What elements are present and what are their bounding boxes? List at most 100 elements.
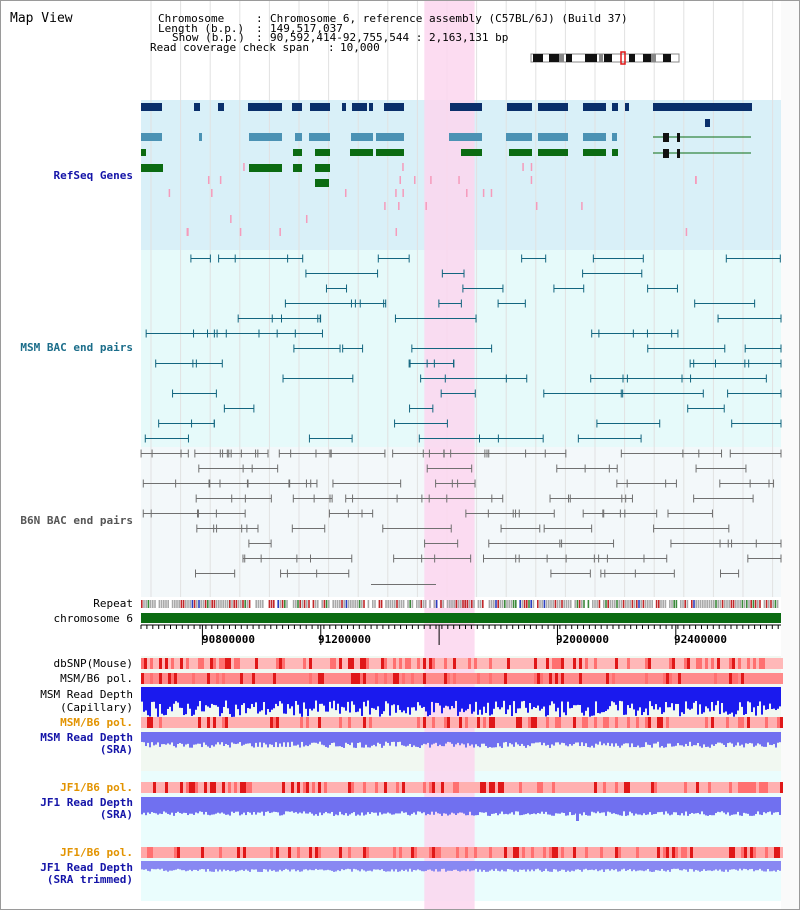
msm-sra-depth-bar [405, 732, 407, 747]
jf1-trimmed-depth-bar [243, 861, 245, 871]
msm-capillary-depth-bar [691, 687, 693, 709]
jf1-trimmed-depth-bar [525, 861, 527, 872]
polymorphism-mark [153, 782, 156, 793]
jf1-trimmed-depth-bar [769, 861, 771, 872]
polymorphism-mark [351, 847, 354, 858]
polymorphism-mark [354, 658, 357, 669]
polymorphism-mark [348, 658, 351, 669]
polymorphism-mark [141, 782, 144, 793]
jf1-sra-depth-bar [291, 797, 293, 812]
jf1-trimmed-depth-bar [557, 861, 559, 872]
jf1-trimmed-depth-bar [217, 861, 219, 872]
jf1-sra-depth-bar [241, 797, 243, 815]
jf1-sra-depth-bar [673, 797, 675, 813]
jf1-sra-depth-bar [187, 797, 189, 816]
jf1-trimmed-depth-bar [597, 861, 599, 872]
msm-sra-depth-bar [461, 732, 463, 744]
jf1-sra-depth-bar [539, 797, 541, 814]
msm-sra-depth-bar [167, 732, 169, 744]
jf1-trimmed-depth-bar [279, 861, 281, 870]
polymorphism-mark [414, 673, 417, 684]
jf1-sra-depth-bar [167, 797, 169, 814]
repeat-mark [413, 600, 416, 608]
repeat-mark [284, 600, 286, 608]
repeat-mark [530, 600, 532, 608]
track-label-msm-bac[interactable]: MSM BAC end pairs [20, 341, 133, 354]
axis-tick-label: 92000000 [556, 633, 609, 646]
jf1-sra-depth-bar [423, 797, 425, 813]
msm-capillary-depth-bar [171, 687, 173, 712]
track-label-refseq[interactable]: RefSeq Genes [53, 169, 133, 182]
msm-capillary-depth-bar [685, 687, 687, 702]
msm-sra-depth-bar [623, 732, 625, 744]
repeat-mark [169, 600, 172, 608]
length-colon: : [256, 22, 263, 35]
polymorphism-mark [609, 847, 612, 858]
msm-capillary-depth-bar [773, 687, 775, 709]
jf1-trimmed-depth-bar [335, 861, 337, 872]
polymorphism-mark [525, 658, 528, 669]
msm-capillary-depth-bar [551, 687, 553, 702]
polymorphism-mark [156, 782, 159, 793]
msm-capillary-depth-bar [303, 687, 305, 703]
polymorphism-mark [237, 782, 240, 793]
jf1-sra-depth-bar [533, 797, 535, 814]
msm-sra-depth-bar [319, 732, 321, 742]
jf1-sra-depth-bar [289, 797, 291, 812]
jf1-trimmed-depth-bar [311, 861, 313, 871]
msm-capillary-depth-bar [777, 687, 779, 709]
jf1-sra-depth-bar [425, 797, 427, 816]
jf1-sra-depth-bar [311, 797, 313, 814]
msm-capillary-depth-bar [445, 687, 447, 706]
polymorphism-mark [249, 658, 252, 669]
polymorphism-mark [522, 673, 525, 684]
msm-sra-depth-bar [775, 732, 777, 748]
jf1-trimmed-depth-bar [223, 861, 225, 870]
show-colon: : [256, 31, 263, 44]
polymorphism-mark [369, 717, 372, 728]
repeat-mark [583, 600, 585, 608]
msm-capillary-depth-bar [695, 687, 697, 701]
polymorphism-mark [744, 658, 747, 669]
jf1-trimmed-depth-bar [725, 861, 727, 870]
jf1-sra-depth-bar [727, 797, 729, 813]
polymorphism-mark [147, 847, 150, 858]
track-label-b6n-bac[interactable]: B6N BAC end pairs [20, 514, 133, 527]
repeat-mark [334, 600, 337, 608]
repeat-mark [673, 600, 675, 608]
polymorphism-mark [495, 782, 498, 793]
polymorphism-mark [219, 673, 222, 684]
polymorphism-mark [624, 847, 627, 858]
jf1-trimmed-depth-bar [739, 861, 741, 869]
msm-capillary-depth-bar [747, 687, 749, 702]
polymorphism-mark [243, 673, 246, 684]
msm-sra-depth-bar [359, 732, 361, 743]
repeat-mark [253, 600, 255, 608]
msm-sra-depth-bar [373, 732, 375, 745]
polymorphism-mark [423, 782, 426, 793]
msm-sra-depth-bar [681, 732, 683, 746]
polymorphism-mark [333, 658, 336, 669]
jf1-trimmed-depth-bar [527, 861, 529, 870]
repeat-mark [620, 600, 623, 608]
polymorphism-mark [690, 717, 693, 728]
polymorphism-mark [645, 717, 648, 728]
polymorphism-mark [213, 658, 216, 669]
jf1-trimmed-depth-bar [245, 861, 247, 870]
msm-sra-depth-bar [653, 732, 655, 744]
polymorphism-mark [693, 658, 696, 669]
polymorphism-mark [615, 782, 618, 793]
msm-sra-depth-bar [571, 732, 573, 746]
jf1-sra-depth-bar [571, 797, 573, 816]
msm-sra-depth-bar [269, 732, 271, 745]
msm-capillary-depth-bar [633, 687, 635, 710]
polymorphism-mark [522, 717, 525, 728]
refseq-gene-exon [310, 103, 330, 111]
polymorphism-mark [255, 658, 258, 669]
jf1-trimmed-depth-bar [413, 861, 415, 870]
polymorphism-mark [573, 717, 576, 728]
msm-capillary-depth-bar [177, 687, 179, 703]
polymorphism-mark [378, 782, 381, 793]
jf1-sra-depth-bar [261, 797, 263, 812]
jf1-trimmed-depth-bar [535, 861, 537, 870]
